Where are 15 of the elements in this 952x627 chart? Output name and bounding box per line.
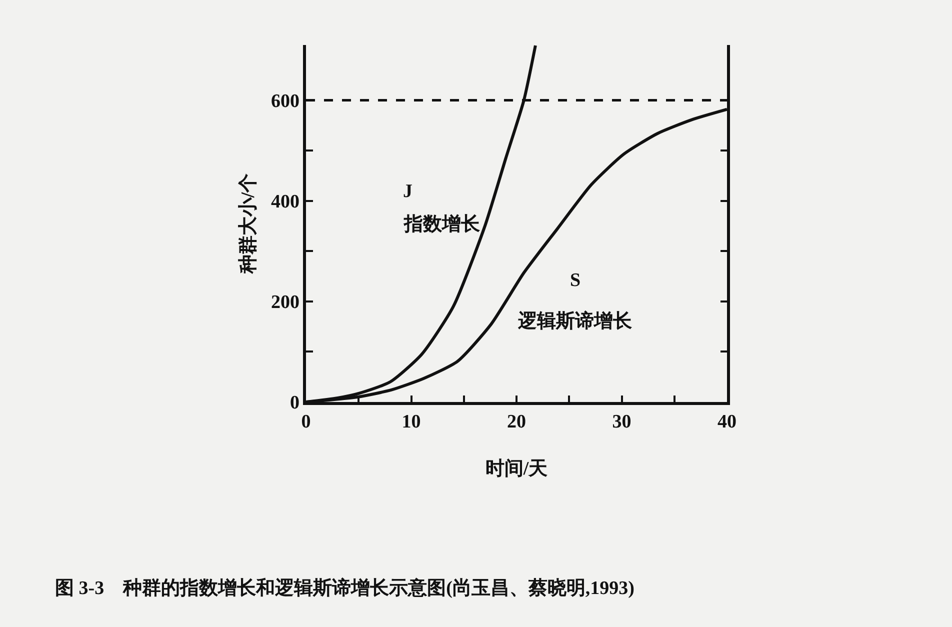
caption: 图 3-3 种群的指数增长和逻辑斯谛增长示意图(尚玉昌、蔡晓明,1993): [55, 577, 634, 599]
y-tick-label: 600: [270, 90, 300, 112]
y-tick-label: 200: [270, 292, 300, 314]
y-axis-title: 种群大小/个: [236, 172, 259, 275]
x-axis-title: 时间/天: [485, 457, 548, 480]
x-tick-label: 10: [402, 412, 421, 433]
annotation: S: [570, 270, 581, 291]
y-tick-label: 400: [270, 192, 300, 213]
annotation: 逻辑斯谛增长: [517, 310, 633, 332]
x-tick-label: 20: [507, 412, 526, 433]
annotation: J: [403, 181, 412, 202]
x-tick-label: 40: [718, 412, 736, 433]
y-tick-label: 0: [290, 392, 300, 414]
x-tick-label: 30: [612, 412, 632, 433]
annotation: 指数增长: [403, 213, 481, 235]
